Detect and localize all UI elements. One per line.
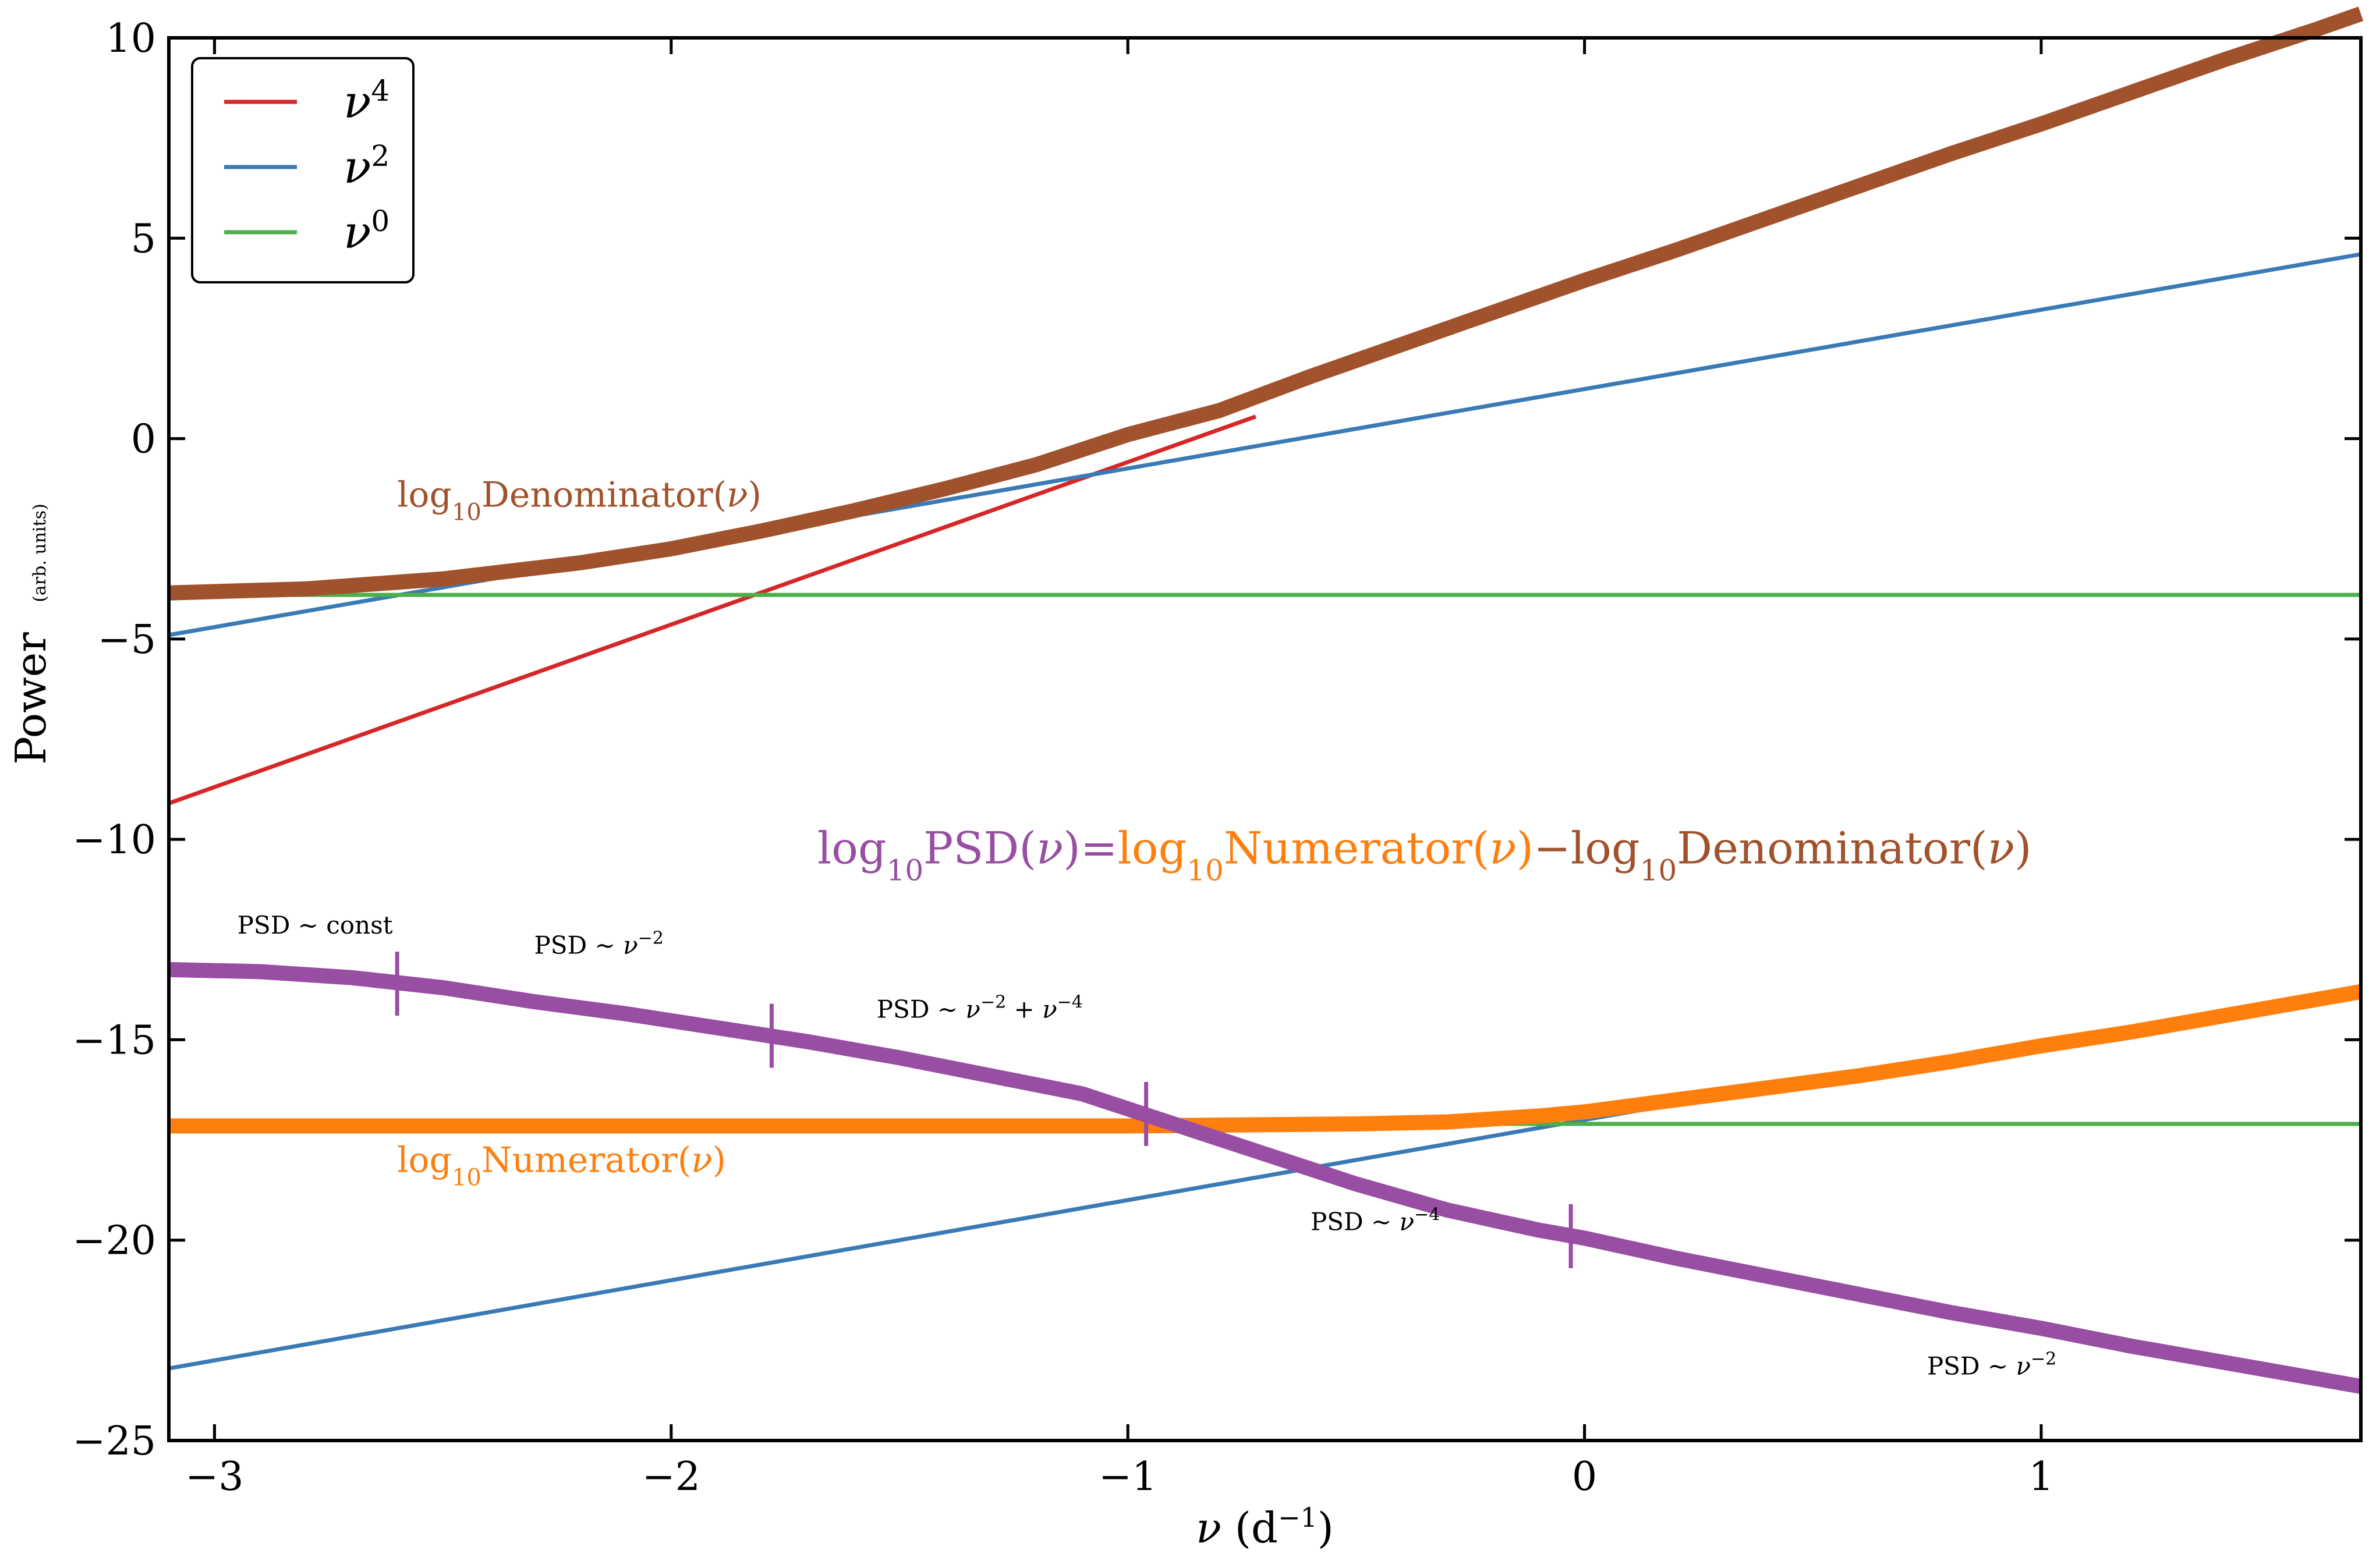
plot-area	[168, 6, 2364, 1394]
y-axis-label-unit: (arb. units)	[30, 503, 50, 602]
y-tick-label: 0	[131, 417, 156, 463]
y-tick-label: −20	[72, 1218, 156, 1264]
annotations: log10Denominator(ν) log10Numerator(ν) log1…	[238, 475, 2057, 1381]
x-tick-label: −2	[642, 1454, 700, 1500]
x-axis-label: ν (d−1)	[1196, 1502, 1334, 1552]
x-tick-label: 1	[2028, 1454, 2053, 1500]
regime-annotation: PSD ∼ ν−2	[534, 928, 664, 960]
regime-annotation: PSD ∼ const	[238, 911, 393, 939]
numerator-label: log10Numerator(ν)	[397, 1140, 726, 1191]
y-tick-label: −5	[98, 617, 156, 663]
tick-marks	[169, 36, 2361, 1442]
legend-box	[191, 57, 415, 283]
y-axis-label-main: Power	[6, 632, 55, 765]
regime-annotation: PSD ∼ ν−2	[1927, 1349, 2056, 1381]
regime-annotation: PSD ∼ ν−2 + ν−4	[877, 992, 1083, 1024]
x-tick-label: 0	[1572, 1454, 1597, 1500]
x-tick-label: −1	[1099, 1454, 1157, 1500]
regime-annotation: PSD ∼ ν−4	[1311, 1204, 1440, 1236]
legend-label: ν2	[344, 139, 389, 194]
nu2-numerator-line	[168, 1094, 1722, 1371]
y-axis-label: Power (arb. units)	[6, 503, 55, 765]
legend: ν4 ν2 ν0	[191, 57, 415, 283]
legend-label: ν4	[344, 74, 389, 129]
psd-curve	[168, 962, 2363, 1394]
y-tick-label: 5	[131, 216, 156, 262]
y-tick-label: 10	[105, 16, 156, 62]
legend-label: ν0	[344, 204, 389, 259]
denominator-label: log10Denominator(ν)	[397, 475, 762, 526]
y-tick-label: −25	[72, 1418, 156, 1464]
numerator-curve	[169, 984, 2363, 1134]
psd-equation: log10PSD(ν)=log10Numerator(ν)−log10Denom…	[817, 822, 2032, 887]
x-tick-label: −3	[185, 1454, 243, 1500]
denominator-curve	[168, 6, 2364, 601]
axes-frame	[167, 36, 2363, 1442]
nu4-line	[168, 414, 1256, 806]
y-tick-label: −10	[72, 817, 156, 863]
y-tick-label: −15	[72, 1017, 156, 1063]
